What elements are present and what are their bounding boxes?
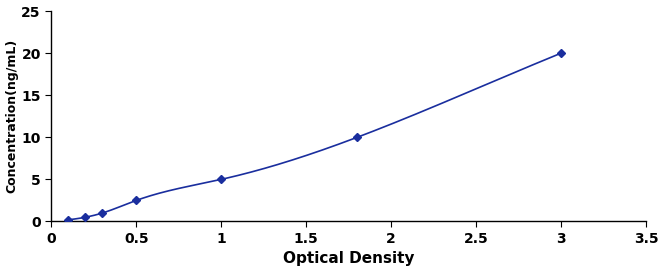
Y-axis label: Concentration(ng/mL): Concentration(ng/mL): [5, 39, 19, 193]
X-axis label: Optical Density: Optical Density: [283, 251, 414, 267]
